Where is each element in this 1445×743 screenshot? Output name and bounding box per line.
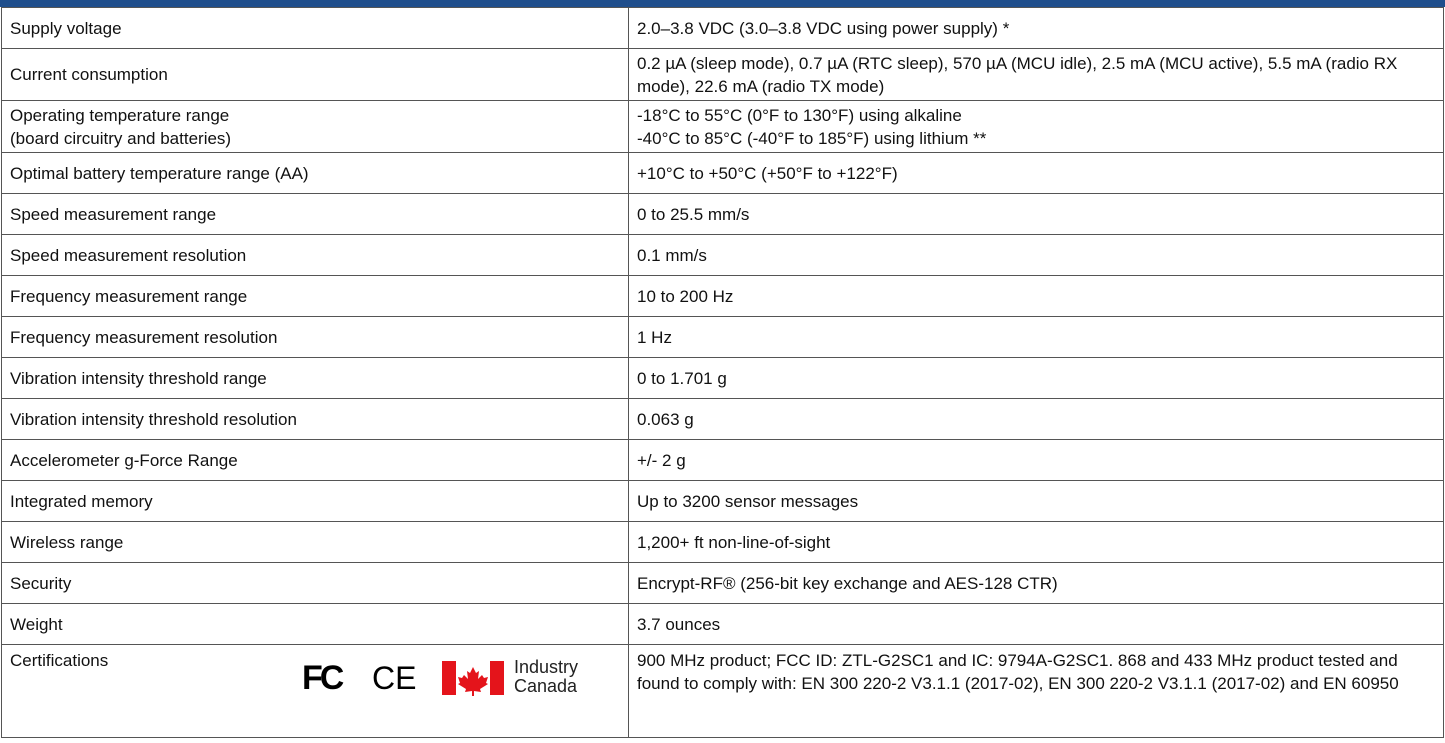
spec-value-cell: 0.1 mm/s <box>628 234 1444 276</box>
spec-label-cell: Optimal battery temperature range (AA) <box>1 152 629 194</box>
spec-label-cell: Operating temperature range (board circui… <box>1 100 629 153</box>
spec-label: Vibration intensity threshold resolution <box>10 409 297 429</box>
spec-label-cell: Supply voltage <box>1 7 629 49</box>
spec-value: 0 to 25.5 mm/s <box>637 204 750 224</box>
spec-label-cell: Security <box>1 562 629 604</box>
industry-canada-text: Canada <box>514 676 578 696</box>
spec-value: 0 to 1.701 g <box>637 368 727 388</box>
spec-label: Frequency measurement range <box>10 286 248 306</box>
spec-label: Speed measurement range <box>10 204 217 224</box>
spec-value-cell: +/- 2 g <box>628 439 1444 481</box>
spec-label: Speed measurement resolution <box>10 245 247 265</box>
spec-row: Wireless range 1,200+ ft non-line-of-sigh… <box>1 521 1444 563</box>
spec-value-cell: +10°C to +50°C (+50°F to +122°F) <box>628 152 1444 194</box>
spec-value-cell: 2.0–3.8 VDC (3.0–3.8 VDC using power sup… <box>628 7 1444 49</box>
spec-table: Supply voltage 2.0–3.8 VDC (3.0–3.8 VDC u… <box>1 7 1444 738</box>
spec-value-cell: 1 Hz <box>628 316 1444 358</box>
spec-value: 0.1 mm/s <box>637 245 707 265</box>
spec-label: Supply voltage <box>10 18 122 38</box>
spec-row: Accelerometer g-Force Range +/- 2 g <box>1 439 1444 481</box>
spec-label-cell: Frequency measurement range <box>1 275 629 317</box>
spec-value-cell: Encrypt-RF® (256-bit key exchange and AE… <box>628 562 1444 604</box>
spec-row: Integrated memory Up to 3200 sensor messa… <box>1 480 1444 522</box>
spec-value: 3.7 ounces <box>637 614 721 634</box>
spec-value: 10 to 200 Hz <box>637 286 734 306</box>
spec-row: Frequency measurement resolution 1 Hz <box>1 316 1444 358</box>
spec-label-cell: Certifications FC CE Industry Canada <box>1 644 629 738</box>
spec-value-cell: 900 MHz product; FCC ID: ZTL-G2SC1 and I… <box>628 644 1444 738</box>
spec-value-line: -18°C to 55°C (0°F to 130°F) using alkal… <box>637 105 962 125</box>
spec-value-cell: Up to 3200 sensor messages <box>628 480 1444 522</box>
spec-label-cell: Frequency measurement resolution <box>1 316 629 358</box>
spec-label: Certifications <box>10 651 109 670</box>
spec-value: 0.2 µA (sleep mode), 0.7 µA (RTC sleep),… <box>637 53 1398 96</box>
spec-value-cell: -18°C to 55°C (0°F to 130°F) using alkal… <box>628 100 1444 153</box>
spec-row: Speed measurement range 0 to 25.5 mm/s <box>1 193 1444 235</box>
spec-value-cell: 0 to 25.5 mm/s <box>628 193 1444 235</box>
spec-label-cell: Speed measurement range <box>1 193 629 235</box>
spec-label-cell: Vibration intensity threshold range <box>1 357 629 399</box>
spec-value-cell: 0.063 g <box>628 398 1444 440</box>
spec-value: 900 MHz product; FCC ID: ZTL-G2SC1 and I… <box>637 651 1399 693</box>
spec-row: Frequency measurement range 10 to 200 Hz <box>1 275 1444 317</box>
spec-label-cell: Accelerometer g-Force Range <box>1 439 629 481</box>
spec-row: Certifications FC CE Industry Canada 900 MHz … <box>1 644 1444 738</box>
spec-label: Integrated memory <box>10 491 153 511</box>
spec-label: Frequency measurement resolution <box>10 327 278 347</box>
ce-logo: CE <box>372 660 416 696</box>
spec-value: +10°C to +50°C (+50°F to +122°F) <box>637 163 898 183</box>
spec-row: Operating temperature range (board circui… <box>1 100 1444 153</box>
spec-label: Vibration intensity threshold range <box>10 368 267 388</box>
spec-label-cell: Weight <box>1 603 629 645</box>
spec-row: Vibration intensity threshold range 0 to … <box>1 357 1444 399</box>
spec-label-line: (board circuitry and batteries) <box>10 128 232 148</box>
spec-label-cell: Speed measurement resolution <box>1 234 629 276</box>
spec-label-cell: Vibration intensity threshold resolution <box>1 398 629 440</box>
spec-value: 1 Hz <box>637 327 672 347</box>
spec-row: Optimal battery temperature range (AA) +1… <box>1 152 1444 194</box>
spec-value-cell: 0.2 µA (sleep mode), 0.7 µA (RTC sleep),… <box>628 48 1444 101</box>
spec-value: Encrypt-RF® (256-bit key exchange and AE… <box>637 573 1058 593</box>
top-bar <box>0 0 1445 7</box>
spec-value-cell: 0 to 1.701 g <box>628 357 1444 399</box>
spec-row: Supply voltage 2.0–3.8 VDC (3.0–3.8 VDC u… <box>1 7 1444 49</box>
spec-label-line: Operating temperature range <box>10 105 230 125</box>
spec-label: Current consumption <box>10 65 168 84</box>
spec-label: Weight <box>10 614 63 634</box>
spec-table-body: Supply voltage 2.0–3.8 VDC (3.0–3.8 VDC u… <box>1 7 1444 738</box>
spec-value: 2.0–3.8 VDC (3.0–3.8 VDC using power sup… <box>637 18 1010 38</box>
spec-row: Vibration intensity threshold resolution… <box>1 398 1444 440</box>
flag-left <box>442 661 456 695</box>
spec-row: Current consumption 0.2 µA (sleep mode), … <box>1 48 1444 101</box>
spec-value: +/- 2 g <box>637 450 686 470</box>
spec-row: Security Encrypt-RF® (256-bit key exchang… <box>1 562 1444 604</box>
spec-label: Wireless range <box>10 532 124 552</box>
industry-canada-text: Industry <box>514 657 578 677</box>
spec-label: Accelerometer g-Force Range <box>10 450 238 470</box>
spec-value-cell: 1,200+ ft non-line-of-sight <box>628 521 1444 563</box>
spec-label: Optimal battery temperature range (AA) <box>10 163 309 183</box>
spec-label-cell: Wireless range <box>1 521 629 563</box>
spec-value-cell: 3.7 ounces <box>628 603 1444 645</box>
fcc-logo: FC <box>302 659 344 697</box>
spec-label-cell: Integrated memory <box>1 480 629 522</box>
spec-value-cell: 10 to 200 Hz <box>628 275 1444 317</box>
spec-value: 1,200+ ft non-line-of-sight <box>637 532 831 552</box>
spec-label-cell: Current consumption <box>1 48 629 101</box>
spec-value: Up to 3200 sensor messages <box>637 491 859 511</box>
spec-row: Speed measurement resolution 0.1 mm/s <box>1 234 1444 276</box>
flag-right <box>490 661 504 695</box>
spec-value: 0.063 g <box>637 409 694 429</box>
spec-row: Weight 3.7 ounces <box>1 603 1444 645</box>
spec-value-line: -40°C to 85°C (-40°F to 185°F) using lit… <box>637 128 987 148</box>
maple-leaf <box>458 667 488 696</box>
spec-label: Security <box>10 573 72 593</box>
